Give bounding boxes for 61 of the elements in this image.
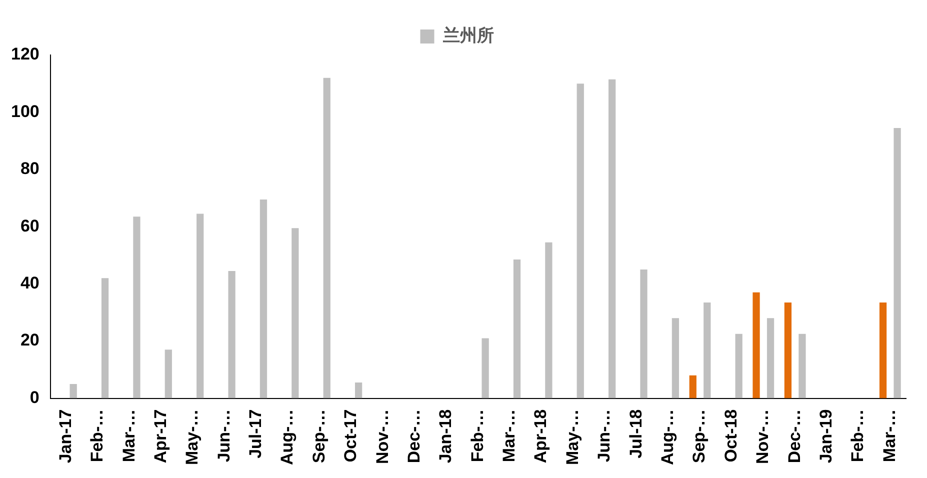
bar [689,375,696,398]
x-tick-label: May-… [562,409,582,466]
bar [784,302,792,398]
bar [354,382,362,398]
x-tick-label: Feb-… [88,409,107,462]
x-tick-label: Nov-… [753,409,772,464]
bar [735,334,742,398]
bar [101,278,109,398]
x-tick-label: Jun-… [214,409,234,462]
x-tick-label: Oct-18 [721,409,740,462]
x-tick-label: Jan-17 [56,409,75,464]
bar [766,318,774,398]
x-tick-label: Feb-… [468,409,487,462]
y-tick-label: 120 [10,44,40,64]
x-tick-label: Mar-… [880,409,899,462]
legend-label: 兰州所 [442,26,494,46]
y-tick-label: 0 [30,388,40,407]
y-tick-label: 20 [20,330,40,350]
bar [640,270,648,398]
bar [894,128,901,398]
x-tick-label: Jul-17 [246,409,266,458]
x-tick-label: Jan-19 [816,409,836,464]
bar [798,334,806,398]
bar [70,384,77,398]
x-tick-label: Oct-17 [341,409,360,462]
bar [292,228,299,398]
bar [752,292,760,398]
x-tick-label: Apr-17 [150,409,170,464]
x-tick-label: May-… [182,409,202,466]
bar [545,242,552,398]
x-tick-label: Mar-… [119,409,138,462]
bar [323,78,330,398]
bar [260,199,268,398]
x-tick-label: Sep-… [690,409,709,464]
bar [164,350,172,398]
bar [672,318,680,398]
x-tick-label: Jul-18 [626,409,646,458]
x-tick-label: Dec-… [784,409,804,464]
y-tick-label: 80 [20,159,40,178]
bar [513,260,521,398]
bar [133,216,140,398]
bar [704,302,711,398]
x-tick-label: Jun-… [594,409,614,462]
x-tick-label: Feb-… [848,409,868,462]
bar [228,270,236,398]
x-tick-label: Aug-… [278,409,297,465]
bar [576,84,584,398]
x-tick-label: Dec-… [404,409,424,464]
bar [196,214,204,398]
bar [608,79,616,398]
y-tick-label: 40 [20,274,40,293]
bar [879,302,887,398]
bar [482,338,489,398]
x-tick-label: Apr-18 [531,409,550,464]
y-tick-label: 100 [10,102,40,121]
y-tick-label: 60 [20,216,40,236]
x-tick-label: Sep-… [309,409,328,464]
x-tick-label: Aug-… [658,409,678,465]
x-tick-label: Mar-… [500,409,519,462]
x-tick-label: Nov-… [372,409,392,464]
x-tick-label: Jan-18 [436,409,456,464]
